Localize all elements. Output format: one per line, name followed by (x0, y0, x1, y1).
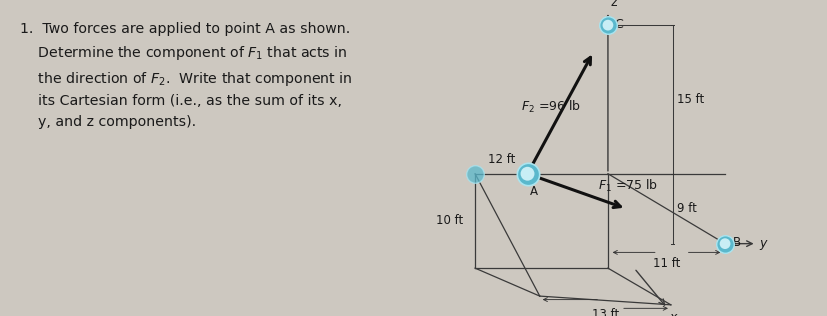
Text: z: z (610, 0, 616, 9)
Text: 12 ft: 12 ft (487, 153, 514, 166)
Text: B: B (732, 236, 740, 249)
Text: 10 ft: 10 ft (435, 215, 462, 228)
Text: 15 ft: 15 ft (676, 93, 703, 106)
Point (468, 171, 481, 176)
Point (520, 171, 533, 176)
Point (718, 241, 731, 246)
Text: 11 ft: 11 ft (652, 257, 679, 270)
Text: $F_1$ =75 lb: $F_1$ =75 lb (598, 178, 657, 194)
Text: 9 ft: 9 ft (676, 202, 696, 215)
Text: 13 ft: 13 ft (591, 308, 619, 316)
Point (520, 171, 533, 176)
Point (600, 23, 614, 28)
Point (600, 23, 614, 28)
Point (718, 241, 731, 246)
Text: 1.  Two forces are applied to point A as shown.
    Determine the component of $: 1. Two forces are applied to point A as … (20, 22, 351, 129)
Text: C: C (614, 18, 622, 31)
Text: A: A (529, 185, 538, 198)
Text: $F_2$ =96 lb: $F_2$ =96 lb (520, 99, 581, 115)
Text: x: x (668, 311, 676, 316)
Text: y: y (758, 237, 766, 250)
